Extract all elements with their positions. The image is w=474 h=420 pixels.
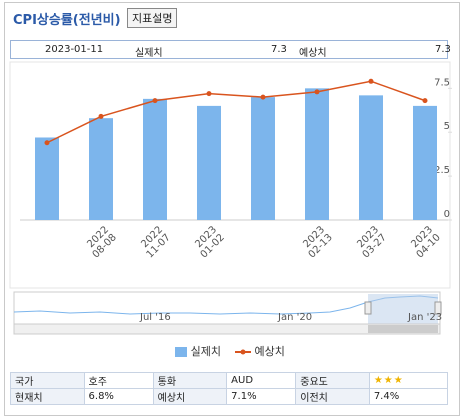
point — [368, 78, 374, 84]
bar — [413, 105, 437, 220]
table-label: 중요도 — [295, 372, 370, 389]
chart: Jul '16 Jan '20 Jan '23 0 2.5 5 7.5 202208-0… — [9, 61, 452, 335]
info-table: 국가 호주 통화 AUD 중요도 ★★★ 현재치 6.8% 예상치 7.1% 이전치 7.4% — [10, 372, 449, 405]
navigator-label: Jan '23 — [407, 312, 442, 323]
info-label: 예상치 — [299, 48, 327, 59]
table-value: 호주 — [83, 372, 154, 389]
table-value: 7.4% — [368, 388, 449, 405]
bar — [251, 97, 275, 220]
plot-frame — [9, 61, 451, 289]
x-tick-label: 202302-13 — [299, 224, 335, 260]
table-value: 7.1% — [226, 388, 297, 405]
table-label: 현재치 — [10, 388, 85, 405]
x-tick-label: 202211-07 — [137, 224, 173, 260]
info-value: 7.3 — [435, 44, 451, 55]
point — [260, 94, 266, 100]
scrollbar-thumb[interactable] — [368, 325, 438, 333]
table-label: 통화 — [152, 372, 228, 389]
point — [44, 140, 50, 146]
point — [98, 113, 104, 119]
bar — [197, 105, 221, 220]
navigator-handle[interactable] — [364, 301, 372, 315]
bar — [305, 88, 329, 220]
x-tick-label: 202303-27 — [353, 224, 389, 260]
table-label: 예상치 — [152, 388, 228, 405]
table-value: ★★★ — [368, 372, 449, 389]
legend-item[interactable]: 실제치 — [175, 345, 221, 358]
table-value: AUD — [226, 372, 297, 389]
legend-label: 예상치 — [254, 345, 285, 358]
legend-swatch — [175, 347, 188, 357]
y-tick-label: 2.5 — [434, 165, 450, 176]
point — [314, 89, 320, 95]
bar — [359, 95, 383, 220]
table-value: 6.8% — [83, 388, 154, 405]
x-tick-label: 202301-02 — [191, 224, 227, 260]
line — [46, 80, 426, 144]
point — [206, 91, 212, 97]
navigator-handle[interactable] — [434, 301, 442, 315]
info-row: 2023-01-11 실제치 7.3 예상치 7.3 — [10, 40, 451, 59]
y-tick-label: 5 — [444, 121, 450, 132]
info-label: 실제치 — [135, 48, 163, 59]
x-tick-label: 202208-08 — [83, 224, 119, 260]
bar — [35, 137, 59, 220]
table-label: 이전치 — [295, 388, 370, 405]
window: CPI상승률(전년비) 지표설명 — [4, 2, 460, 416]
x-tick-label: 202304-10 — [407, 224, 443, 260]
y-tick-label: 0 — [444, 209, 450, 220]
y-tick-label: 7.5 — [434, 77, 450, 88]
legend-item[interactable]: 예상치 — [235, 345, 285, 358]
info-date: 2023-01-11 — [45, 44, 104, 55]
description-button[interactable]: 지표설명 — [127, 8, 178, 28]
legend-label: 실제치 — [190, 345, 221, 358]
navigator-label: Jan '20 — [277, 312, 312, 323]
point — [422, 98, 428, 104]
table-label: 국가 — [10, 372, 85, 389]
table-row: 국가 호주 통화 AUD 중요도 ★★★ — [10, 372, 449, 389]
legend: 실제치 예상치 — [0, 343, 460, 359]
bar — [143, 98, 167, 220]
navigator-window[interactable] — [368, 294, 438, 324]
scrollbar[interactable] — [13, 323, 441, 335]
navigator-label: Jul '16 — [139, 312, 171, 323]
info-value: 7.3 — [271, 44, 287, 55]
bar — [89, 118, 113, 220]
point — [152, 98, 158, 104]
legend-swatch — [235, 349, 251, 355]
table-row: 현재치 6.8% 예상치 7.1% 이전치 7.4% — [10, 388, 449, 405]
title: CPI상승률(전년비) — [13, 13, 121, 28]
